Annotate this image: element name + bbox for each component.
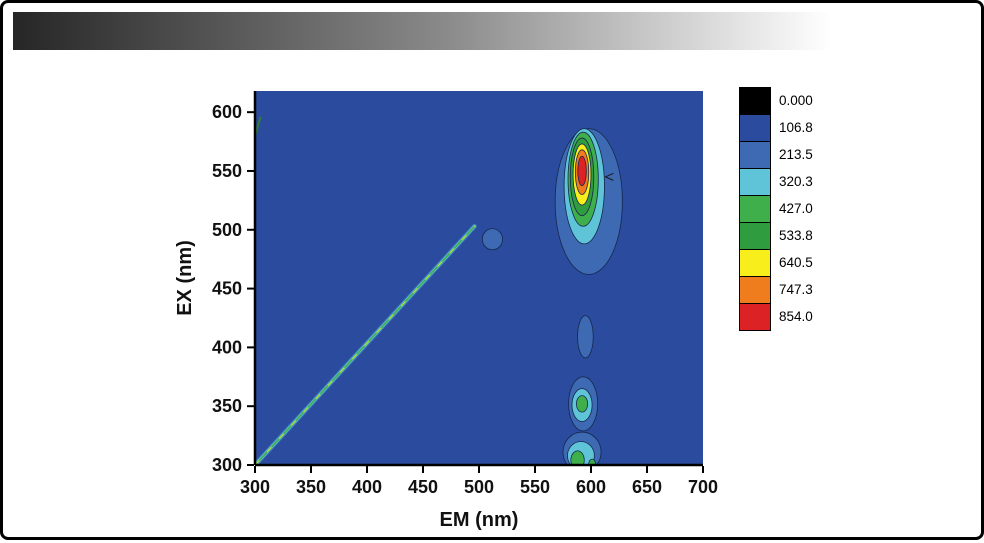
y-tick-label: 350 bbox=[212, 396, 242, 416]
legend-label: 320.3 bbox=[779, 168, 813, 195]
legend-swatch bbox=[740, 303, 770, 330]
lower-mid-level-427 bbox=[576, 396, 587, 412]
plot-background bbox=[255, 91, 703, 465]
legend-swatch bbox=[740, 222, 770, 249]
legend-label: 747.3 bbox=[779, 276, 813, 303]
legend-label: 213.5 bbox=[779, 141, 813, 168]
x-tick-label: 700 bbox=[688, 477, 718, 497]
lower-tail-level-213 bbox=[578, 316, 594, 358]
legend-label: 854.0 bbox=[779, 303, 813, 330]
legend-swatch bbox=[740, 114, 770, 141]
x-tick-label: 550 bbox=[520, 477, 550, 497]
legend-swatch bbox=[740, 88, 770, 114]
legend-swatch bbox=[740, 276, 770, 303]
legend-label: 640.5 bbox=[779, 249, 813, 276]
x-tick-label: 500 bbox=[464, 477, 494, 497]
legend-label: 427.0 bbox=[779, 195, 813, 222]
y-axis-title: EX (nm) bbox=[174, 240, 196, 316]
minor-blob-level-213 bbox=[482, 229, 502, 250]
x-tick-label: 350 bbox=[296, 477, 326, 497]
legend-swatch bbox=[740, 141, 770, 168]
x-tick-label: 450 bbox=[408, 477, 438, 497]
eem-contour-chart: EM (nm) EX (nm) 300 350 400 450 500 550 600 650… bbox=[3, 3, 984, 543]
y-tick-label: 400 bbox=[212, 337, 242, 357]
y-tick-label: 450 bbox=[212, 279, 242, 299]
lower-bottom-level-427 bbox=[571, 451, 584, 470]
legend-swatch bbox=[740, 249, 770, 276]
legend-swatch bbox=[740, 168, 770, 195]
x-axis-title: EM (nm) bbox=[440, 509, 519, 531]
legend-color-column bbox=[739, 87, 771, 331]
x-tick-label: 300 bbox=[240, 477, 270, 497]
x-tick-label: 650 bbox=[632, 477, 662, 497]
legend-label: 106.8 bbox=[779, 114, 813, 141]
x-tick-label: 600 bbox=[576, 477, 606, 497]
y-tick-label: 550 bbox=[212, 161, 242, 181]
y-tick-label: 600 bbox=[212, 102, 242, 122]
y-tick-label: 500 bbox=[212, 220, 242, 240]
main-peak-level-854 bbox=[578, 156, 587, 185]
legend-label: 533.8 bbox=[779, 222, 813, 249]
legend-swatch bbox=[740, 195, 770, 222]
legend-label: 0.000 bbox=[779, 87, 813, 114]
x-tick-label: 400 bbox=[352, 477, 382, 497]
y-tick-label: 300 bbox=[212, 455, 242, 475]
plot-area bbox=[255, 91, 703, 472]
